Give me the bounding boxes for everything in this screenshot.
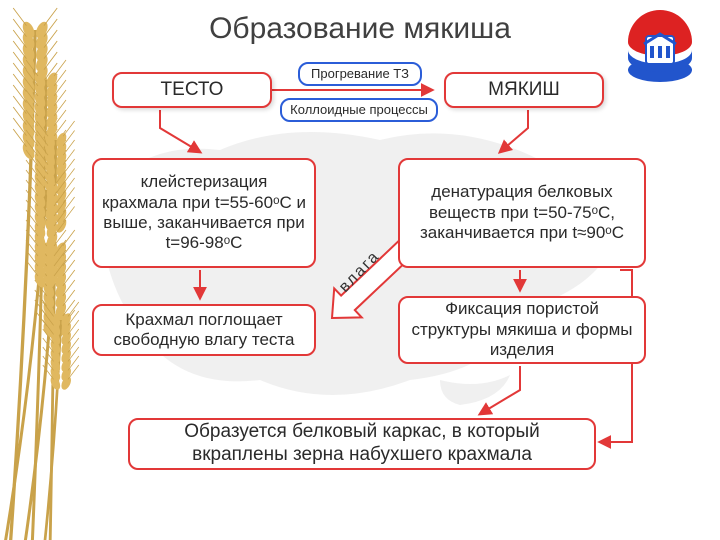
- box-protein: денатурация белковых веществ при t=50-75…: [398, 158, 646, 268]
- slide-title: Образование мякиша: [0, 12, 720, 46]
- box-testo: ТЕСТО: [112, 72, 272, 108]
- box-fixation: Фиксация пористой структуры мякиша и фор…: [398, 296, 646, 364]
- institution-logo: [620, 6, 700, 86]
- arrow-2: [500, 110, 528, 152]
- box-colloid: Коллоидные процессы: [280, 98, 438, 122]
- arrow-6: [480, 366, 520, 414]
- box-heating: Прогревание ТЗ: [298, 62, 422, 86]
- box-starch_gel: клейстеризация крахмала при t=55-60ᵒС и …: [92, 158, 316, 268]
- arrow-1: [160, 110, 200, 152]
- box-myakish: МЯКИШ: [444, 72, 604, 108]
- box-absorb: Крахмал поглощает свободную влагу теста: [92, 304, 316, 356]
- box-result: Образуется белковый каркас, в который вк…: [128, 418, 596, 470]
